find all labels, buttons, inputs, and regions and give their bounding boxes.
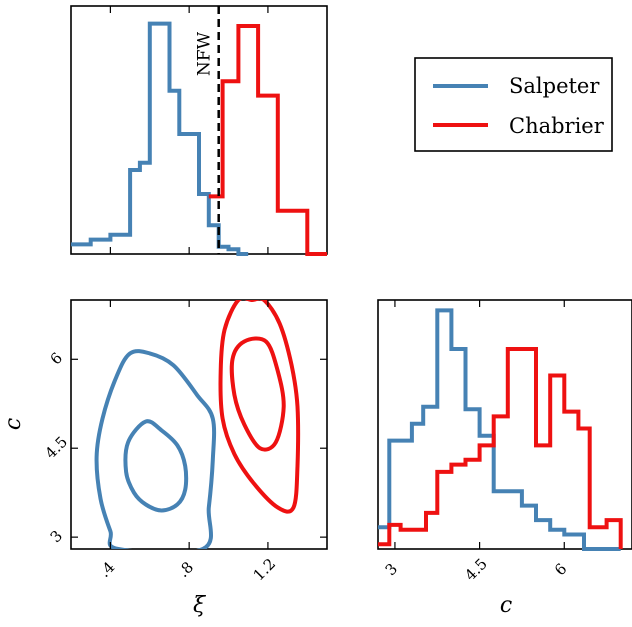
histogram-step-chabrier	[378, 347, 623, 549]
legend-label-chabrier: Chabrier	[509, 114, 605, 138]
y-tick-label: 6	[47, 349, 66, 368]
xi-histogram-panel: NFW	[70, 5, 328, 256]
legend-frame	[414, 57, 613, 152]
contour-lines	[94, 300, 301, 549]
c-histogram-panel: 3 4.5 6 c	[377, 299, 632, 618]
legend-label-salpeter: Salpeter	[509, 74, 600, 98]
contour-salpeter-inner	[123, 419, 189, 513]
xi-histogram-ticks	[109, 6, 269, 254]
x-tick-label: .8	[174, 558, 197, 581]
y-tick-label: 3	[47, 527, 66, 546]
x-tick-label: 6	[551, 560, 570, 579]
x-tick-label: 4.5	[461, 555, 491, 585]
x-axis-label-xi: ξ	[193, 593, 207, 618]
nfw-reference: NFW	[195, 6, 220, 254]
x-axis-label-c: c	[500, 593, 512, 618]
xi-histogram-series	[71, 21, 327, 256]
x-tick-label: 1.2	[250, 555, 280, 585]
x-tick-label: 3	[382, 560, 401, 579]
y-tick-label: 4.5	[41, 433, 71, 463]
histogram-step-salpeter	[378, 308, 621, 551]
nfw-reference-label: NFW	[195, 31, 215, 76]
xi-histogram-frame	[70, 5, 328, 255]
histogram-step-chabrier	[208, 24, 327, 256]
y-axis-label-c: c	[1, 418, 26, 430]
xi-c-contour-panel: .4 .8 1.2 3 4.5 6 ξ c	[1, 299, 328, 618]
contour-salpeter-outer	[94, 349, 217, 549]
contour-chabrier-inner	[229, 336, 286, 452]
c-histogram-frame	[377, 299, 632, 550]
contour-chabrier-outer	[218, 300, 301, 514]
histogram-step-salpeter	[71, 21, 249, 256]
x-tick-label: .4	[95, 558, 118, 581]
legend: Salpeter Chabrier	[414, 57, 613, 152]
c-histogram-series	[378, 308, 623, 551]
